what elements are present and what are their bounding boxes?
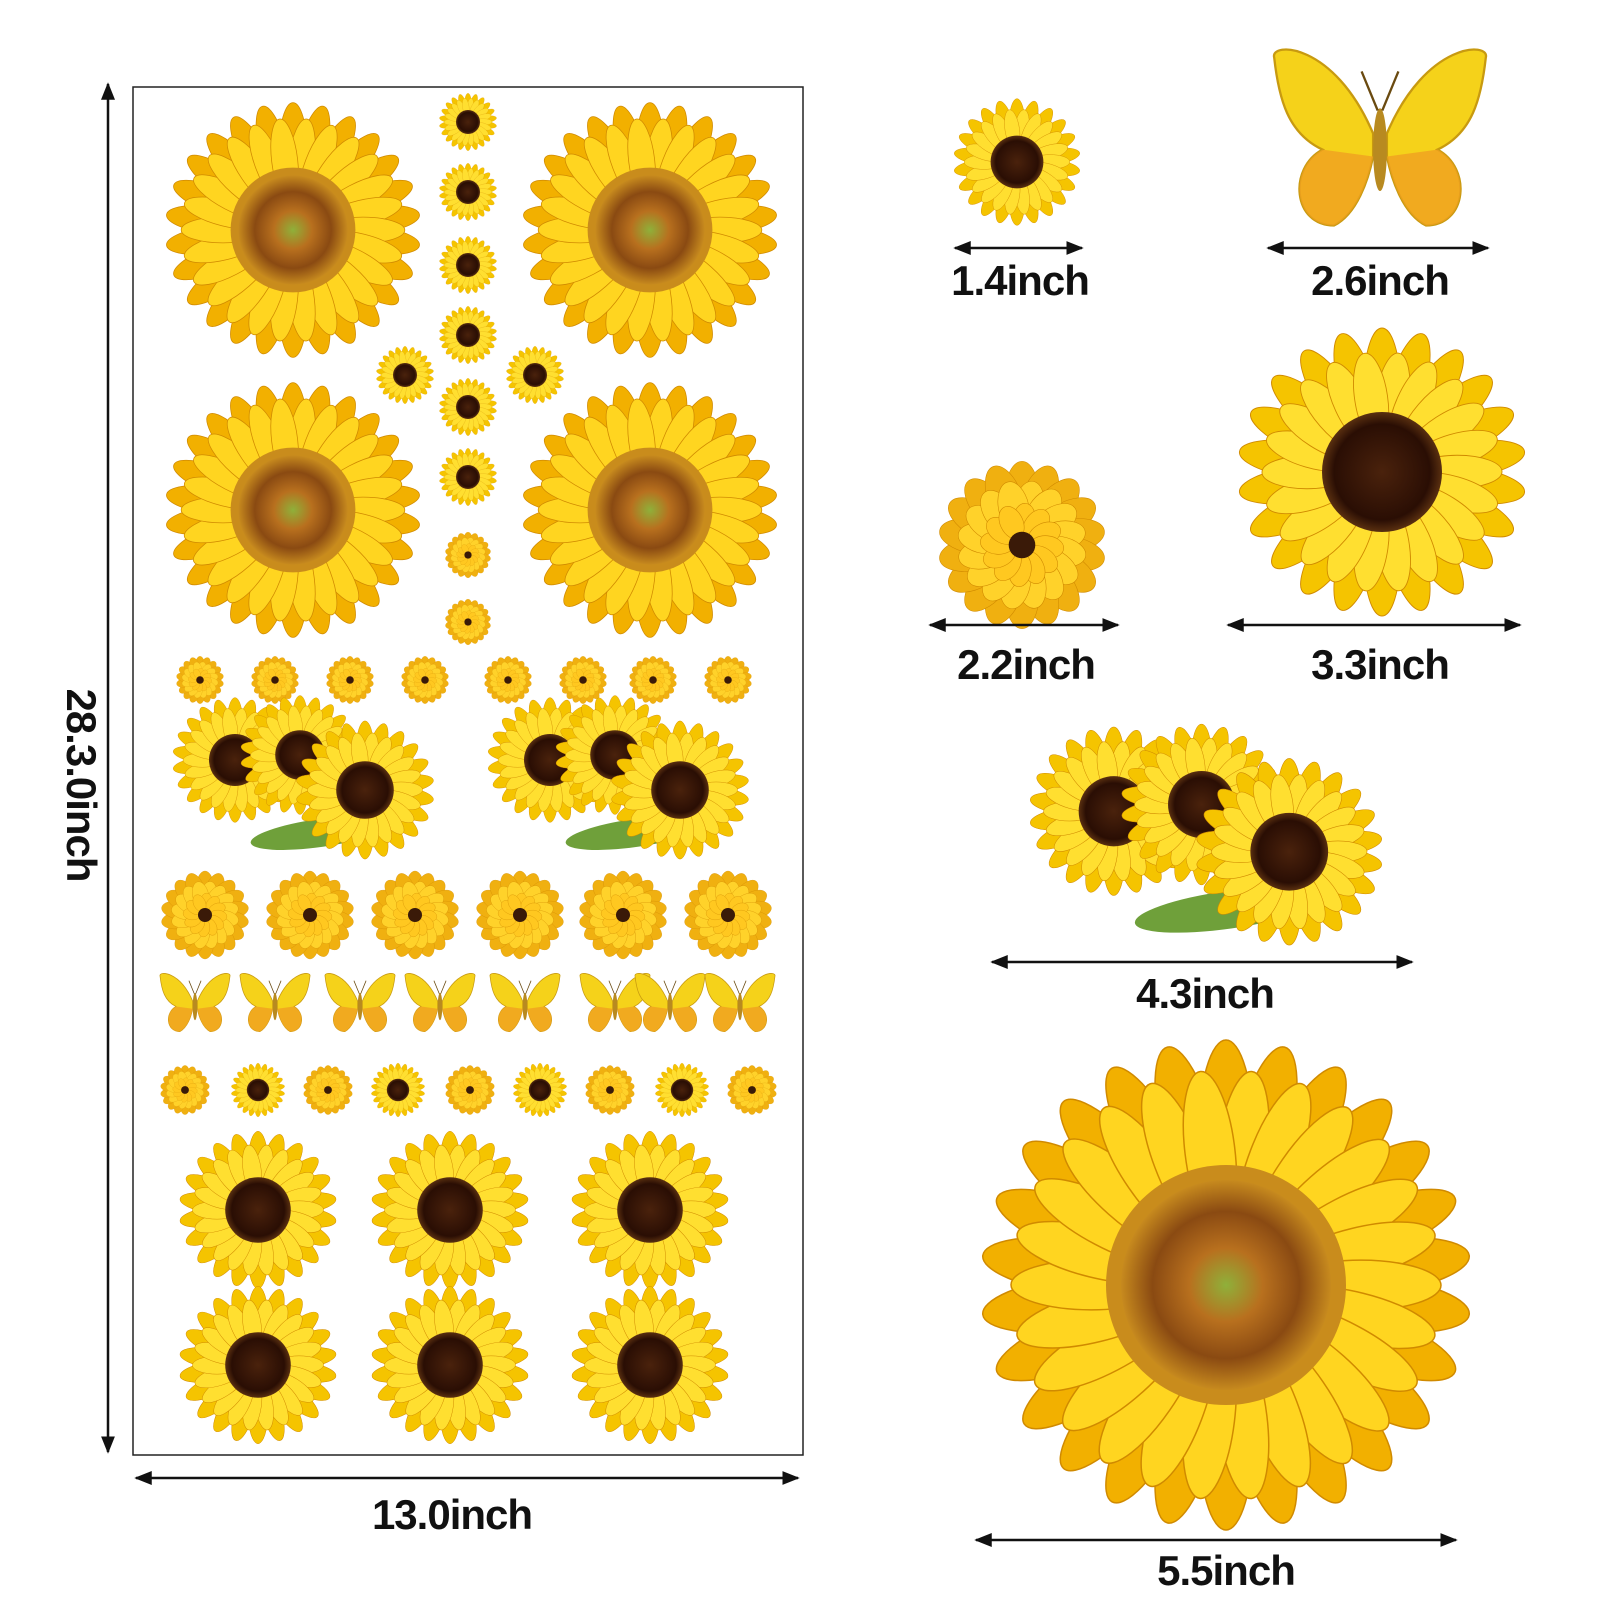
sticker [1272,48,1488,227]
size-label: 1.4inch [951,257,1089,304]
size-label: 3.3inch [1311,641,1449,688]
sticker [952,97,1082,227]
width-label: 13.0inch [372,1491,532,1538]
size-label: 2.6inch [1311,257,1449,304]
sticker [935,459,1109,631]
stickers [159,48,1529,1530]
size-label: 4.3inch [1136,970,1274,1017]
sticker [979,1040,1472,1530]
sticker [1235,326,1529,618]
height-label: 28.3.0inch [58,688,105,881]
size-label: 5.5inch [1157,1547,1295,1594]
size-label: 2.2inch [957,641,1095,688]
